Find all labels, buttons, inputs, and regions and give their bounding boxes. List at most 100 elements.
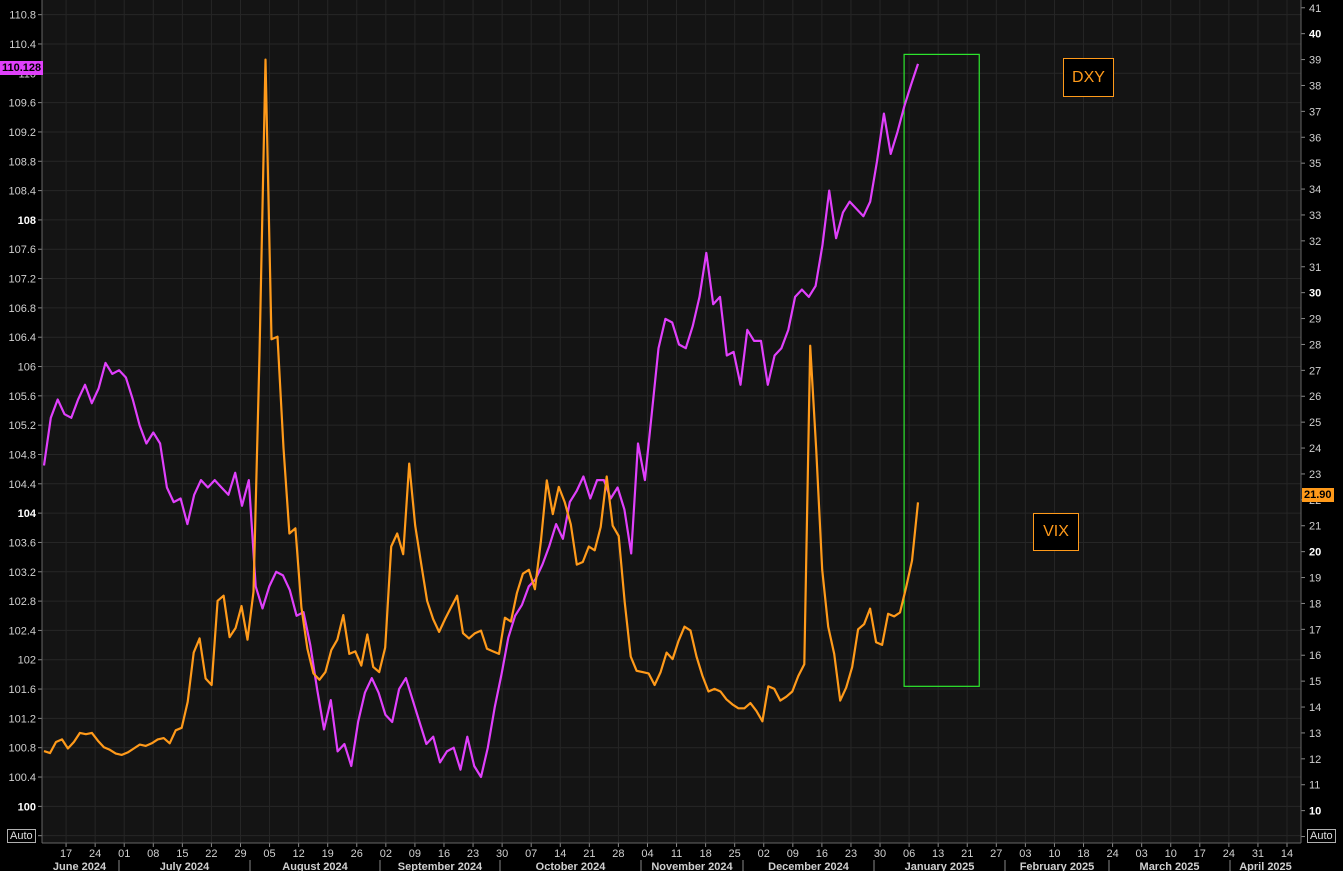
right-tick-label: 38 (1309, 80, 1321, 92)
x-tick-label: 30 (874, 848, 886, 860)
grid-lines (42, 0, 1301, 843)
right-tick-label: 28 (1309, 339, 1321, 351)
right-tick-label: 15 (1309, 676, 1321, 688)
x-tick-label: 03 (1019, 848, 1031, 860)
legend-vix: VIX (1033, 513, 1079, 551)
left-tick-label: 103.6 (8, 537, 36, 549)
month-label: June 2024 (53, 861, 107, 871)
left-tick-label: 100.4 (8, 772, 36, 784)
right-tick-label: 25 (1309, 417, 1321, 429)
x-tick-label: 06 (903, 848, 915, 860)
right-tick-label: 36 (1309, 132, 1321, 144)
left-tick-label: 103.2 (8, 567, 36, 579)
month-label: November 2024 (651, 861, 733, 871)
right-tick-label: 24 (1309, 443, 1321, 455)
x-tick-label: 11 (671, 848, 682, 860)
x-tick-label: 31 (1252, 848, 1264, 860)
right-tick-label: 14 (1309, 702, 1321, 714)
right-tick-label: 34 (1309, 184, 1321, 196)
x-tick-label: 18 (699, 848, 711, 860)
x-tick-label: 21 (583, 848, 595, 860)
left-tick-label: 109.2 (8, 127, 36, 139)
right-tick-label: 23 (1309, 469, 1321, 481)
right-tick-label: 17 (1309, 624, 1321, 636)
left-tick-label: 104.8 (8, 449, 36, 461)
x-tick-label: 23 (467, 848, 479, 860)
x-tick-label: 09 (787, 848, 799, 860)
left-tick-label: 105.6 (8, 391, 36, 403)
left-tick-label: 108 (18, 215, 36, 227)
x-tick-label: 29 (234, 848, 246, 860)
x-tick-label: 25 (729, 848, 741, 860)
right-tick-label: 30 (1309, 288, 1321, 300)
x-tick-label: 27 (990, 848, 1002, 860)
left-tick-label: 102.8 (8, 596, 36, 608)
month-label: September 2024 (398, 861, 483, 871)
left-tick-label: 110.4 (9, 39, 36, 51)
month-label: October 2024 (536, 861, 607, 871)
left-tick-label: 109.6 (8, 98, 36, 110)
x-tick-label: 19 (322, 848, 334, 860)
right-tick-label: 41 (1309, 3, 1321, 15)
left-tick-label: 105.2 (8, 420, 36, 432)
x-tick-label: 01 (118, 848, 130, 860)
left-tick-label: 104.4 (8, 479, 36, 491)
month-label: August 2024 (282, 861, 348, 871)
left-tick-label: 104 (18, 508, 37, 520)
x-tick-label: 26 (351, 848, 363, 860)
x-tick-label: 03 (1136, 848, 1148, 860)
right-tick-label: 32 (1309, 236, 1321, 248)
right-tick-label: 21 (1309, 521, 1321, 533)
left-tick-label: 106 (18, 362, 36, 374)
x-tick-label: 15 (176, 848, 188, 860)
x-tick-label: 09 (409, 848, 421, 860)
x-tick-label: 17 (1194, 848, 1206, 860)
left-tick-label: 108.4 (8, 186, 36, 198)
highlight-box (903, 53, 980, 687)
x-tick-label: 10 (1048, 848, 1060, 860)
x-tick-label: 10 (1165, 848, 1177, 860)
left-tick-label: 108.8 (8, 156, 36, 168)
right-tick-label: 10 (1309, 806, 1321, 818)
left-tick-label: 107.6 (8, 244, 36, 256)
right-axis[interactable]: 9101112131415161718192021222324252627282… (1300, 0, 1321, 844)
left-tick-label: 100 (18, 801, 36, 813)
left-tick-label: 110.8 (9, 10, 36, 22)
left-tick-label: 100.8 (8, 743, 36, 755)
left-tick-label: 106.8 (8, 303, 36, 315)
auto-scale-left-button[interactable]: Auto (7, 829, 36, 843)
x-tick-label: 05 (263, 848, 275, 860)
left-tick-label: 101.6 (8, 684, 36, 696)
vix-last-price-tag: 21.90 (1302, 488, 1334, 502)
x-tick-label: 04 (641, 848, 653, 860)
x-tick-label: 24 (1106, 848, 1118, 860)
series-vix-line (43, 58, 920, 757)
x-axis[interactable]: 17 24 01 08 15 22 29 05 12 19 26 02 09 16 23 30 07 14 21 28… (42, 842, 1301, 871)
x-tick-label: 18 (1077, 848, 1089, 860)
highlight-box-layer (903, 53, 980, 687)
x-tick-label: 22 (205, 848, 217, 860)
right-tick-label: 39 (1309, 55, 1321, 67)
month-label: July 2024 (160, 861, 210, 871)
x-tick-label: 16 (438, 848, 450, 860)
auto-scale-right-button[interactable]: Auto (1307, 829, 1336, 843)
x-tick-label: 08 (147, 848, 159, 860)
plot-area (42, 0, 1301, 843)
series-layer (42, 58, 920, 779)
left-tick-label: 102 (18, 655, 36, 667)
right-tick-label: 33 (1309, 210, 1321, 222)
legend-dxy: DXY (1063, 58, 1114, 97)
left-tick-label: 101.2 (8, 713, 36, 725)
right-tick-label: 16 (1309, 650, 1321, 662)
right-tick-label: 40 (1309, 29, 1321, 41)
x-tick-label: 24 (1223, 848, 1235, 860)
right-tick-label: 35 (1309, 158, 1321, 170)
x-tick-label: 12 (293, 848, 305, 860)
x-tick-label: 17 (60, 848, 72, 860)
right-tick-label: 11 (1309, 780, 1320, 792)
right-tick-label: 31 (1309, 262, 1321, 274)
x-tick-label: 23 (845, 848, 857, 860)
month-label: December 2024 (768, 861, 850, 871)
x-tick-label: 07 (525, 848, 537, 860)
left-tick-label: 106.4 (8, 332, 36, 344)
